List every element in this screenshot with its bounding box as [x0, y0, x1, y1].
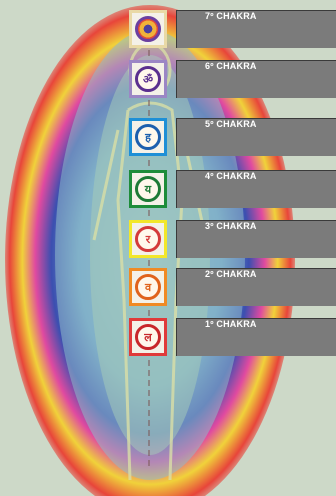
chakra-label: 5º CHAKRA [205, 119, 257, 129]
heart-chakra-icon: य [135, 176, 161, 202]
chakra-label-card: 5º CHAKRA [176, 118, 336, 156]
chakra-label-card: 3º CHAKRA [176, 220, 336, 258]
chakra-symbol-box [129, 10, 167, 48]
third-eye-chakra-icon: ॐ [135, 66, 161, 92]
chakra-label-card: 4º CHAKRA [176, 170, 336, 208]
solar-plexus-chakra-icon: र [135, 226, 161, 252]
chakra-symbol-box: र [129, 220, 167, 258]
chakra-glyph: य [144, 182, 152, 196]
chakra-label: 6º CHAKRA [205, 61, 257, 71]
chakra-label-card: 2º CHAKRA [176, 268, 336, 306]
chakra-glyph: ह [145, 130, 151, 144]
chakra-symbol-box: ह [129, 118, 167, 156]
chakra-glyph: ल [144, 330, 152, 344]
chakra-symbol-box: ल [129, 318, 167, 356]
chakra-glyph: र [145, 232, 151, 246]
chakra-symbol-box: ॐ [129, 60, 167, 98]
chakra-label: 2º CHAKRA [205, 269, 257, 279]
chakra-glyph: ॐ [142, 72, 154, 86]
throat-chakra-icon: ह [135, 124, 161, 150]
chakra-symbol-box: व [129, 268, 167, 306]
chakra-label: 4º CHAKRA [205, 171, 257, 181]
chakra-glyph: व [144, 280, 152, 294]
chakra-label: 1º CHAKRA [205, 319, 257, 329]
chakra-label-card: 7º CHAKRA [176, 10, 336, 48]
chakra-label: 3º CHAKRA [205, 221, 257, 231]
sacral-chakra-icon: व [135, 274, 161, 300]
chakra-symbol-box: य [129, 170, 167, 208]
root-chakra-icon: ल [135, 324, 161, 350]
chakra-label-card: 6º CHAKRA [176, 60, 336, 98]
crown-chakra-icon [135, 16, 161, 42]
chakra-label: 7º CHAKRA [205, 11, 257, 21]
chakra-label-card: 1º CHAKRA [176, 318, 336, 356]
